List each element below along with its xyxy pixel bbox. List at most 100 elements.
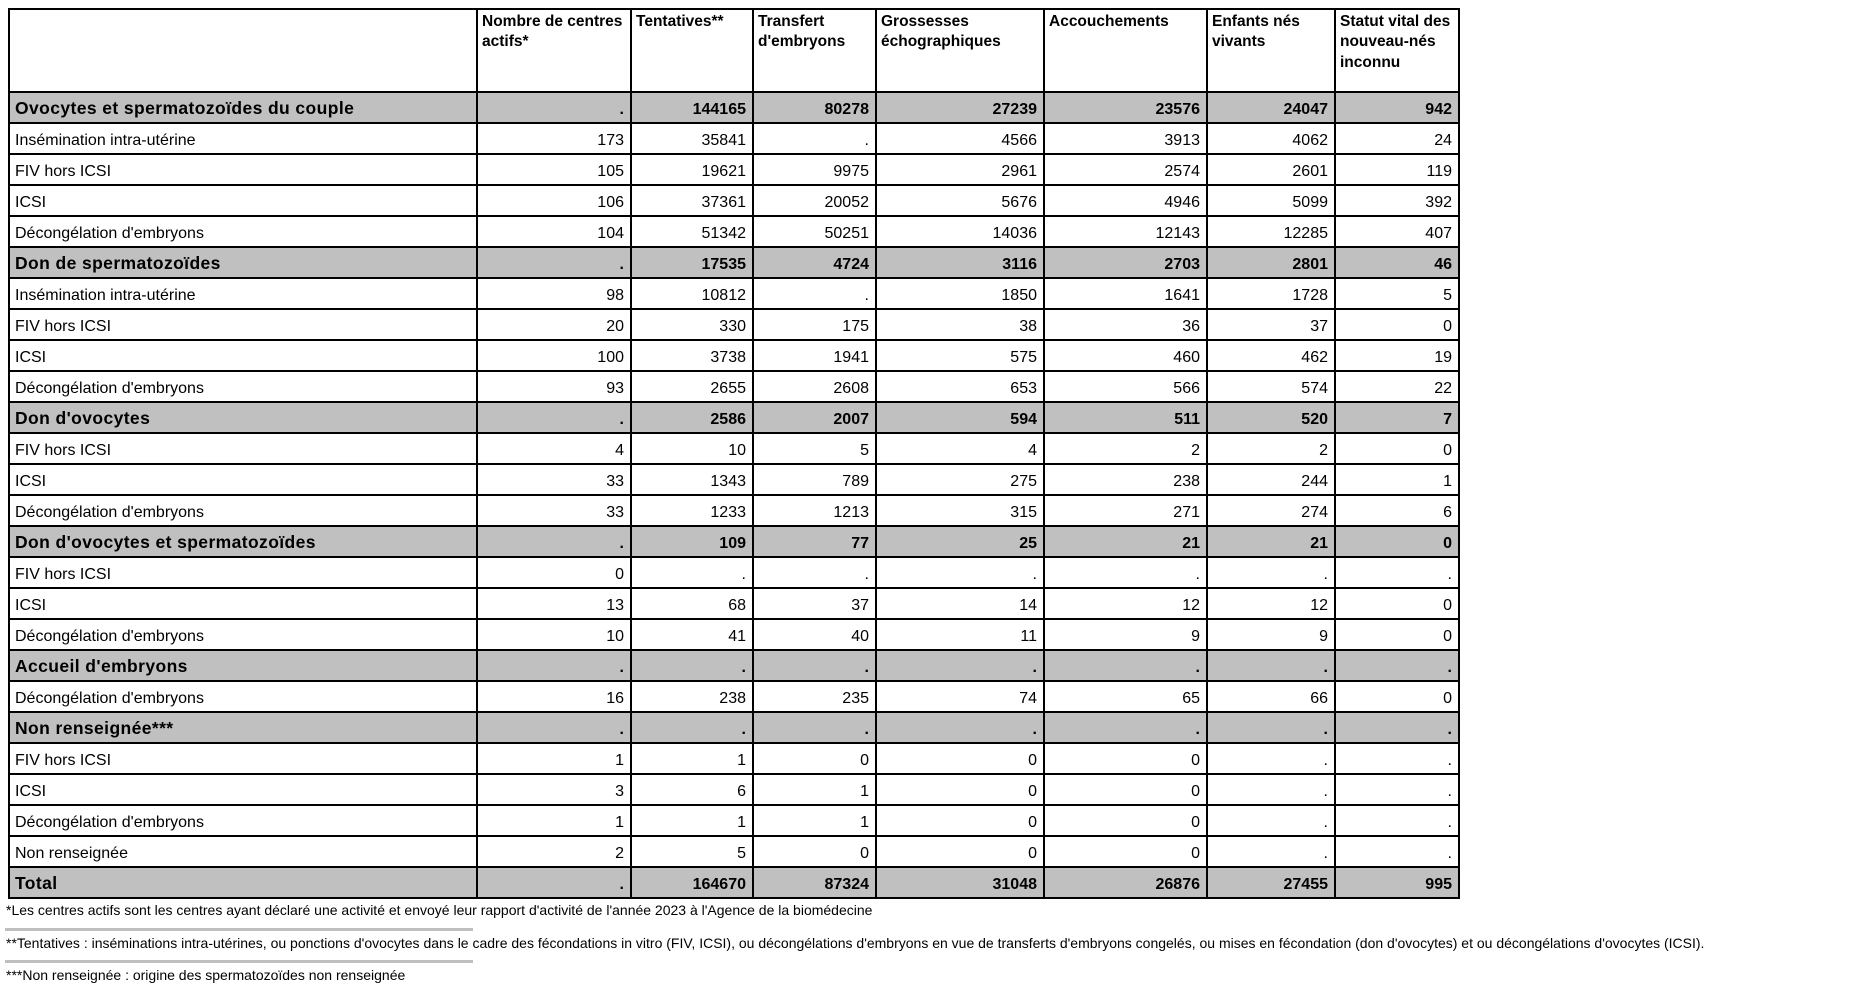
row-label: FIV hors ICSI xyxy=(8,556,478,589)
value-cell: 119 xyxy=(1334,153,1460,186)
value-cell: 1 xyxy=(1334,463,1460,496)
table-row: ICSI 106 37361 20052 5676 4946 5099 392 xyxy=(8,184,1460,217)
value-cell: . xyxy=(630,711,754,744)
row-label: FIV hors ICSI xyxy=(8,432,478,465)
value-cell: 271 xyxy=(1043,494,1208,527)
value-cell: . xyxy=(1334,649,1460,682)
table-row: FIV hors ICSI 0...... xyxy=(8,556,1460,589)
value-cell: 2608 xyxy=(752,370,877,403)
value-cell: 50251 xyxy=(752,215,877,248)
value-cell: 4062 xyxy=(1206,122,1336,155)
value-cell: 315 xyxy=(875,494,1045,527)
value-cell: 0 xyxy=(1043,773,1208,806)
table-row: Insémination intra-utérine 173 35841. 4566 3… xyxy=(8,122,1460,155)
value-cell: . xyxy=(476,711,632,744)
table-row: Décongélation d'embryons 33 1233 1213 315 271… xyxy=(8,494,1460,527)
value-cell: 0 xyxy=(875,773,1045,806)
value-cell: 46 xyxy=(1334,246,1460,279)
value-cell: 0 xyxy=(1334,525,1460,558)
value-cell: . xyxy=(1334,835,1460,868)
value-cell: 4 xyxy=(476,432,632,465)
value-cell: . xyxy=(1206,556,1336,589)
row-label: Décongélation d'embryons xyxy=(8,494,478,527)
row-label: FIV hors ICSI xyxy=(8,742,478,775)
value-cell: 25 xyxy=(875,525,1045,558)
value-cell: 274 xyxy=(1206,494,1336,527)
value-cell: 106 xyxy=(476,184,632,217)
section-row: Ovocytes et spermatozoïdes du couple. 144… xyxy=(8,91,1460,124)
value-cell: 3913 xyxy=(1043,122,1208,155)
row-label: Non renseignée*** xyxy=(8,711,478,744)
value-cell: . xyxy=(752,556,877,589)
value-cell: 66 xyxy=(1206,680,1336,713)
row-label: FIV hors ICSI xyxy=(8,153,478,186)
value-cell: 33 xyxy=(476,494,632,527)
table-row: Décongélation d'embryons 16 238 235 74 65 66 0 xyxy=(8,680,1460,713)
table-row: Décongélation d'embryons 93 2655 2608 653 566… xyxy=(8,370,1460,403)
value-cell: 0 xyxy=(752,835,877,868)
value-cell: 5 xyxy=(630,835,754,868)
row-label: Décongélation d'embryons xyxy=(8,680,478,713)
value-cell: 3116 xyxy=(875,246,1045,279)
column-header: Statut vital des nouveau-nés inconnu xyxy=(1334,8,1460,93)
value-cell: 594 xyxy=(875,401,1045,434)
value-cell: 12 xyxy=(1043,587,1208,620)
value-cell: 460 xyxy=(1043,339,1208,372)
value-cell: 0 xyxy=(1334,308,1460,341)
table-row: FIV hors ICSI 1 1 0 0 0.. xyxy=(8,742,1460,775)
value-cell: 244 xyxy=(1206,463,1336,496)
value-cell: 9975 xyxy=(752,153,877,186)
value-cell: 37 xyxy=(1206,308,1336,341)
value-cell: 2801 xyxy=(1206,246,1336,279)
value-cell: 20 xyxy=(476,308,632,341)
value-cell: 1728 xyxy=(1206,277,1336,310)
column-header: Accouchements xyxy=(1043,8,1208,93)
value-cell: . xyxy=(1206,742,1336,775)
table-row: FIV hors ICSI 4 10 5 4 2 2 0 xyxy=(8,432,1460,465)
value-cell: 22 xyxy=(1334,370,1460,403)
value-cell: 2655 xyxy=(630,370,754,403)
value-cell: 1213 xyxy=(752,494,877,527)
value-cell: . xyxy=(1334,773,1460,806)
value-cell: . xyxy=(875,556,1045,589)
value-cell: 6 xyxy=(630,773,754,806)
row-label: Non renseignée xyxy=(8,835,478,868)
value-cell: 4 xyxy=(875,432,1045,465)
value-cell: 511 xyxy=(1043,401,1208,434)
value-cell: 33 xyxy=(476,463,632,496)
value-cell: 275 xyxy=(875,463,1045,496)
value-cell: . xyxy=(1043,711,1208,744)
value-cell: 19621 xyxy=(630,153,754,186)
value-cell: 2601 xyxy=(1206,153,1336,186)
value-cell: 9 xyxy=(1043,618,1208,651)
value-cell: 330 xyxy=(630,308,754,341)
row-label: Insémination intra-utérine xyxy=(8,277,478,310)
value-cell: 407 xyxy=(1334,215,1460,248)
value-cell: 2007 xyxy=(752,401,877,434)
value-cell: 37 xyxy=(752,587,877,620)
row-label: FIV hors ICSI xyxy=(8,308,478,341)
value-cell: 40 xyxy=(752,618,877,651)
row-label: Don d'ovocytes et spermatozoïdes xyxy=(8,525,478,558)
section-row: Accueil d'embryons....... xyxy=(8,649,1460,682)
value-cell: . xyxy=(476,866,632,899)
value-cell: 789 xyxy=(752,463,877,496)
value-cell: 1233 xyxy=(630,494,754,527)
row-label: ICSI xyxy=(8,339,478,372)
value-cell: 14036 xyxy=(875,215,1045,248)
row-label: Insémination intra-utérine xyxy=(8,122,478,155)
value-cell: 0 xyxy=(476,556,632,589)
value-cell: 4946 xyxy=(1043,184,1208,217)
table-row: ICSI 13 68 37 14 12 12 0 xyxy=(8,587,1460,620)
value-cell: 0 xyxy=(1043,835,1208,868)
value-cell: 37361 xyxy=(630,184,754,217)
table-row: ICSI 3 6 1 0 0.. xyxy=(8,773,1460,806)
value-cell: . xyxy=(875,711,1045,744)
value-cell: 14 xyxy=(875,587,1045,620)
value-cell: 0 xyxy=(1043,742,1208,775)
value-cell: 3738 xyxy=(630,339,754,372)
corner-cell xyxy=(8,8,478,93)
value-cell: 12 xyxy=(1206,587,1336,620)
value-cell: 173 xyxy=(476,122,632,155)
value-cell: . xyxy=(476,246,632,279)
